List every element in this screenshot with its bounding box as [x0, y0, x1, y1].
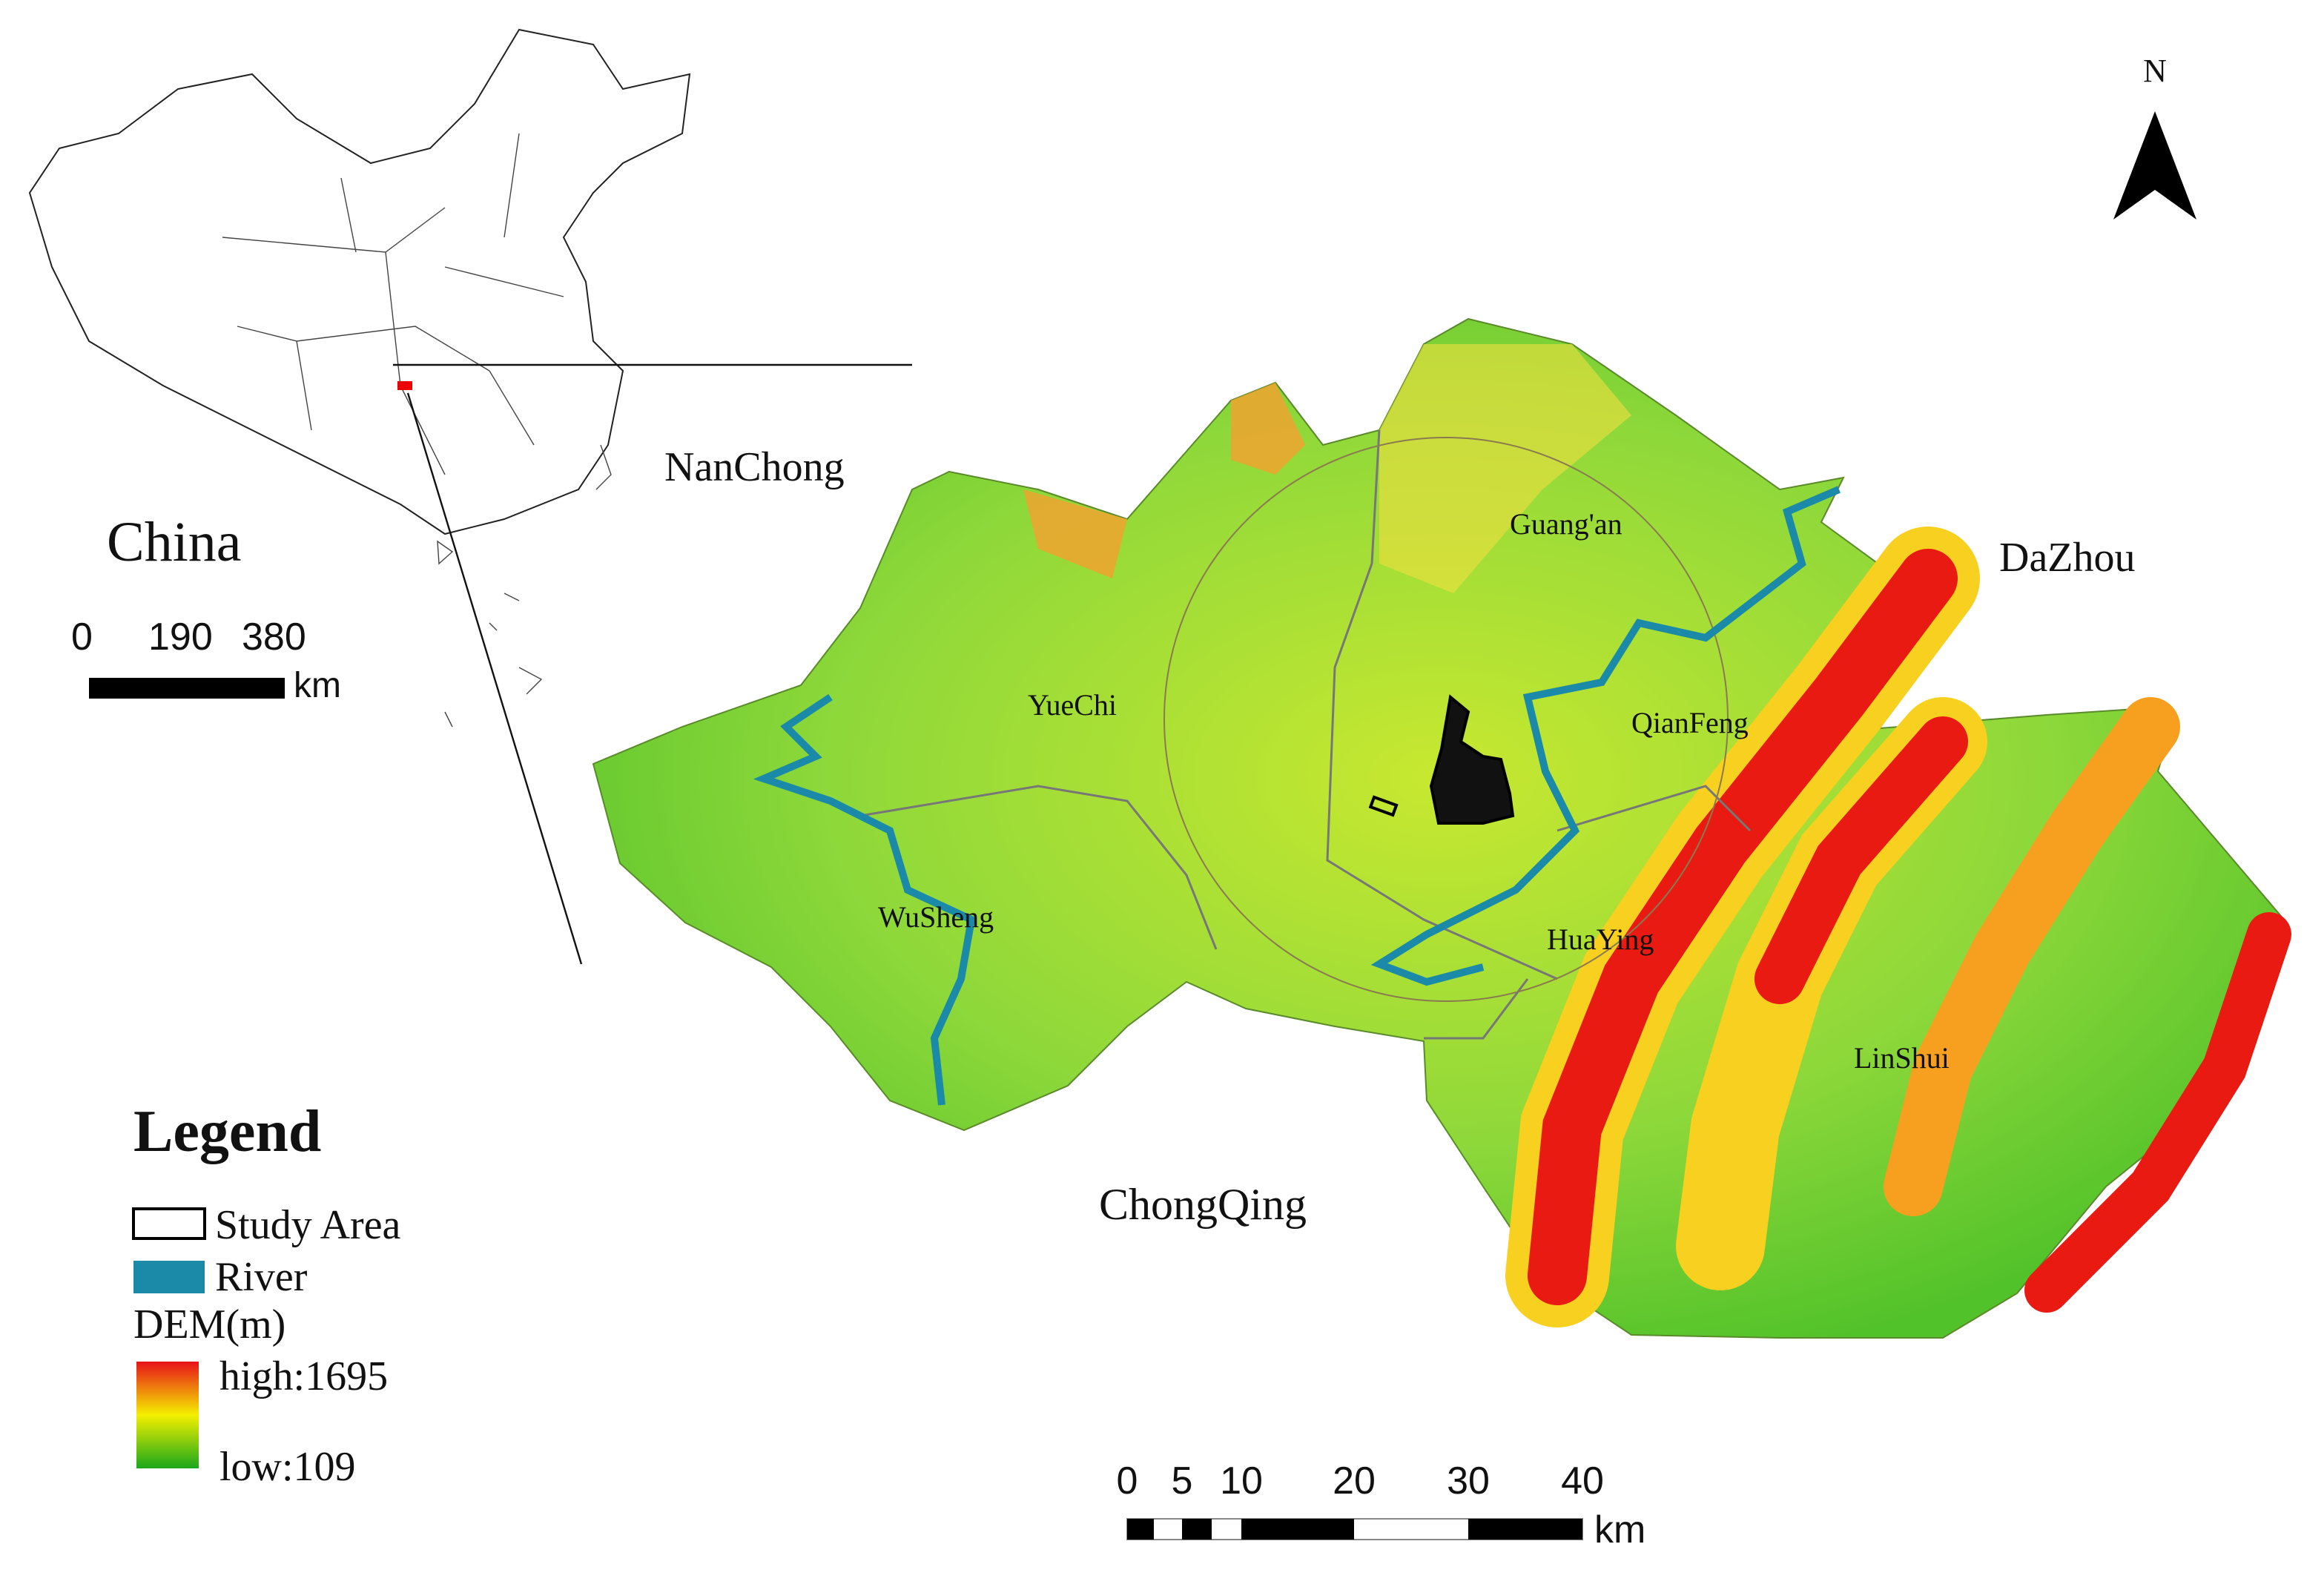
- hill-zone: [1379, 344, 1631, 593]
- legend-label: Study Area: [215, 1202, 401, 1248]
- dem-high: high:1695: [219, 1353, 388, 1399]
- place-label: Guang'an: [1510, 507, 1622, 541]
- district-boundaries: [859, 429, 1752, 1040]
- scale-tick-label: 30: [1447, 1459, 1490, 1502]
- place-label: DaZhou: [1999, 535, 2136, 581]
- islands: [437, 444, 612, 728]
- dem-ramp: [136, 1362, 199, 1468]
- scale-bar-segment: [1127, 1519, 1154, 1540]
- ridge: [2024, 912, 2291, 1313]
- study-area: [1429, 694, 1515, 825]
- legend-label: River: [215, 1254, 308, 1300]
- ridge: [1884, 697, 2180, 1216]
- legend-title: Legend: [133, 1099, 321, 1164]
- place-label: WuSheng: [878, 900, 994, 934]
- inset-scale-tick: 380: [242, 616, 306, 659]
- scale-tick-label: 40: [1561, 1459, 1604, 1502]
- ridge: [1754, 716, 1968, 1004]
- place-label: YueChi: [1028, 688, 1117, 722]
- north-label: N: [2143, 53, 2167, 89]
- scale-unit: km: [1594, 1508, 1645, 1551]
- place-label: NanChong: [664, 444, 845, 490]
- inset-title: China: [107, 511, 242, 573]
- place-label: ChongQing: [1099, 1180, 1307, 1229]
- scale-tick-label: 20: [1333, 1459, 1376, 1502]
- river: [1370, 486, 1841, 986]
- place-label: LinShui: [1854, 1041, 1950, 1075]
- scale-bar-segment: [1241, 1519, 1354, 1540]
- inset-scale-tick: 190: [148, 616, 213, 659]
- north-arrow: [2113, 111, 2196, 220]
- dem-title: DEM(m): [133, 1302, 285, 1347]
- scale-bar-segment: [1468, 1519, 1582, 1540]
- buffer-circle: [1163, 437, 1729, 1002]
- scale-tick-label: 5: [1172, 1459, 1193, 1502]
- scale-tick-label: 10: [1220, 1459, 1263, 1502]
- scale-bar-segment: [1182, 1519, 1212, 1540]
- place-label: HuaYing: [1547, 923, 1654, 956]
- legend-swatch-study-area: [132, 1207, 206, 1240]
- inset-scale-bar: [89, 678, 285, 699]
- inset-scale-unit: km: [294, 666, 341, 705]
- study-area-small: [1368, 795, 1399, 817]
- scale-tick-label: 0: [1117, 1459, 1138, 1502]
- place-label: QianFeng: [1631, 706, 1749, 739]
- inset-study-location: [397, 381, 412, 390]
- hill-zone: [1023, 383, 1305, 578]
- dem-low: low:109: [219, 1444, 356, 1490]
- river: [753, 693, 976, 1106]
- inset-scale-tick: 0: [71, 616, 93, 659]
- legend-swatch-river: [133, 1261, 205, 1293]
- china-outline: [28, 28, 691, 535]
- pointer-line: [406, 392, 583, 965]
- ridge: [1528, 549, 1958, 1305]
